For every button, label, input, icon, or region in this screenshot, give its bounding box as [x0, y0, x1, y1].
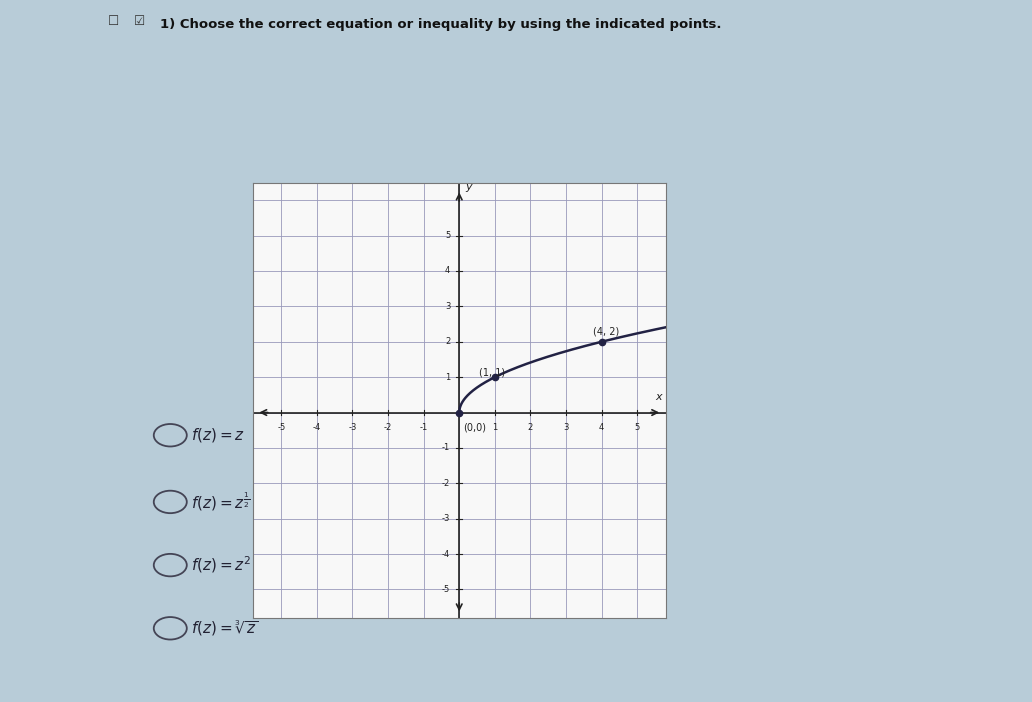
Text: x: x [655, 392, 662, 402]
Text: 4: 4 [599, 423, 604, 432]
Text: ☐: ☐ [108, 15, 120, 29]
Text: 5: 5 [445, 231, 450, 240]
Text: 4: 4 [445, 267, 450, 275]
Text: 1: 1 [492, 423, 497, 432]
Text: 1: 1 [445, 373, 450, 382]
Text: -5: -5 [442, 585, 450, 594]
Text: 5: 5 [635, 423, 640, 432]
Text: 3: 3 [563, 423, 569, 432]
Text: 2: 2 [445, 337, 450, 346]
Text: $f(z) = z$: $f(z) = z$ [191, 426, 246, 444]
Text: (1, 1): (1, 1) [479, 367, 505, 378]
Text: 3: 3 [445, 302, 450, 311]
Text: -1: -1 [420, 423, 428, 432]
Text: -4: -4 [442, 550, 450, 559]
Text: -1: -1 [442, 444, 450, 452]
Text: -3: -3 [442, 514, 450, 523]
Text: -2: -2 [384, 423, 392, 432]
Text: 2: 2 [527, 423, 534, 432]
Text: (0,0): (0,0) [463, 422, 486, 432]
Text: $f(z) = z^{\frac{1}{2}}$: $f(z) = z^{\frac{1}{2}}$ [191, 491, 251, 513]
Text: -2: -2 [442, 479, 450, 488]
Text: -3: -3 [348, 423, 357, 432]
Text: (4, 2): (4, 2) [592, 326, 619, 337]
Text: -5: -5 [278, 423, 286, 432]
Text: y: y [464, 182, 472, 192]
Text: 1) Choose the correct equation or inequality by using the indicated points.: 1) Choose the correct equation or inequa… [160, 18, 721, 31]
Text: $f(z) = \sqrt[3]{z}$: $f(z) = \sqrt[3]{z}$ [191, 618, 258, 638]
Text: -4: -4 [313, 423, 321, 432]
Text: ☑: ☑ [134, 15, 146, 29]
Text: $f(z) = z^2$: $f(z) = z^2$ [191, 555, 252, 576]
